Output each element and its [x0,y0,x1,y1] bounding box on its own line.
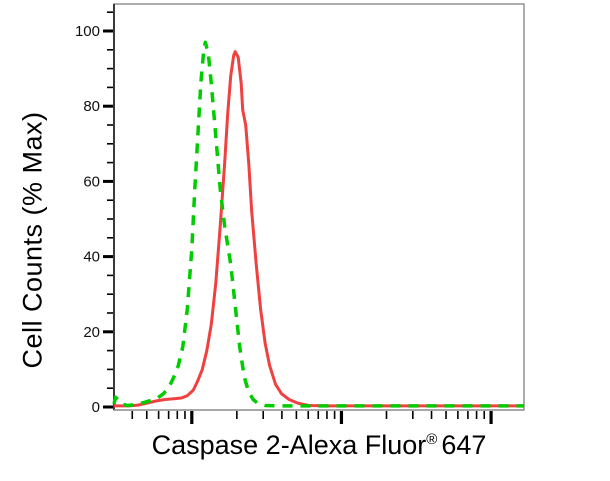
green-dashed-curve [112,40,524,408]
x-axis-title: Caspase 2-Alexa Fluor® 647 [114,430,524,461]
y-tick-labels: 0 20 40 60 80 100 [75,23,100,416]
y-tick-label: 60 [83,173,100,190]
y-axis-title: Cell Counts (% Max) [17,111,48,369]
x-axis-title-number: 647 [441,430,487,460]
frame-rect [113,3,525,411]
y-axis-ticks [103,11,113,409]
registered-trademark-icon: ® [426,431,438,448]
y-tick-label: 20 [83,324,100,341]
y-tick-label: 80 [83,98,100,115]
histogram-curves [112,40,524,408]
x-axis-ticks [131,411,493,424]
y-tick-label: 100 [75,23,100,40]
plot-frame [113,3,525,411]
y-tick-label: 0 [92,399,100,416]
red-solid-curve [114,50,524,408]
x-axis-title-main: Caspase 2-Alexa Fluor [151,430,427,460]
y-tick-label: 40 [83,249,100,266]
